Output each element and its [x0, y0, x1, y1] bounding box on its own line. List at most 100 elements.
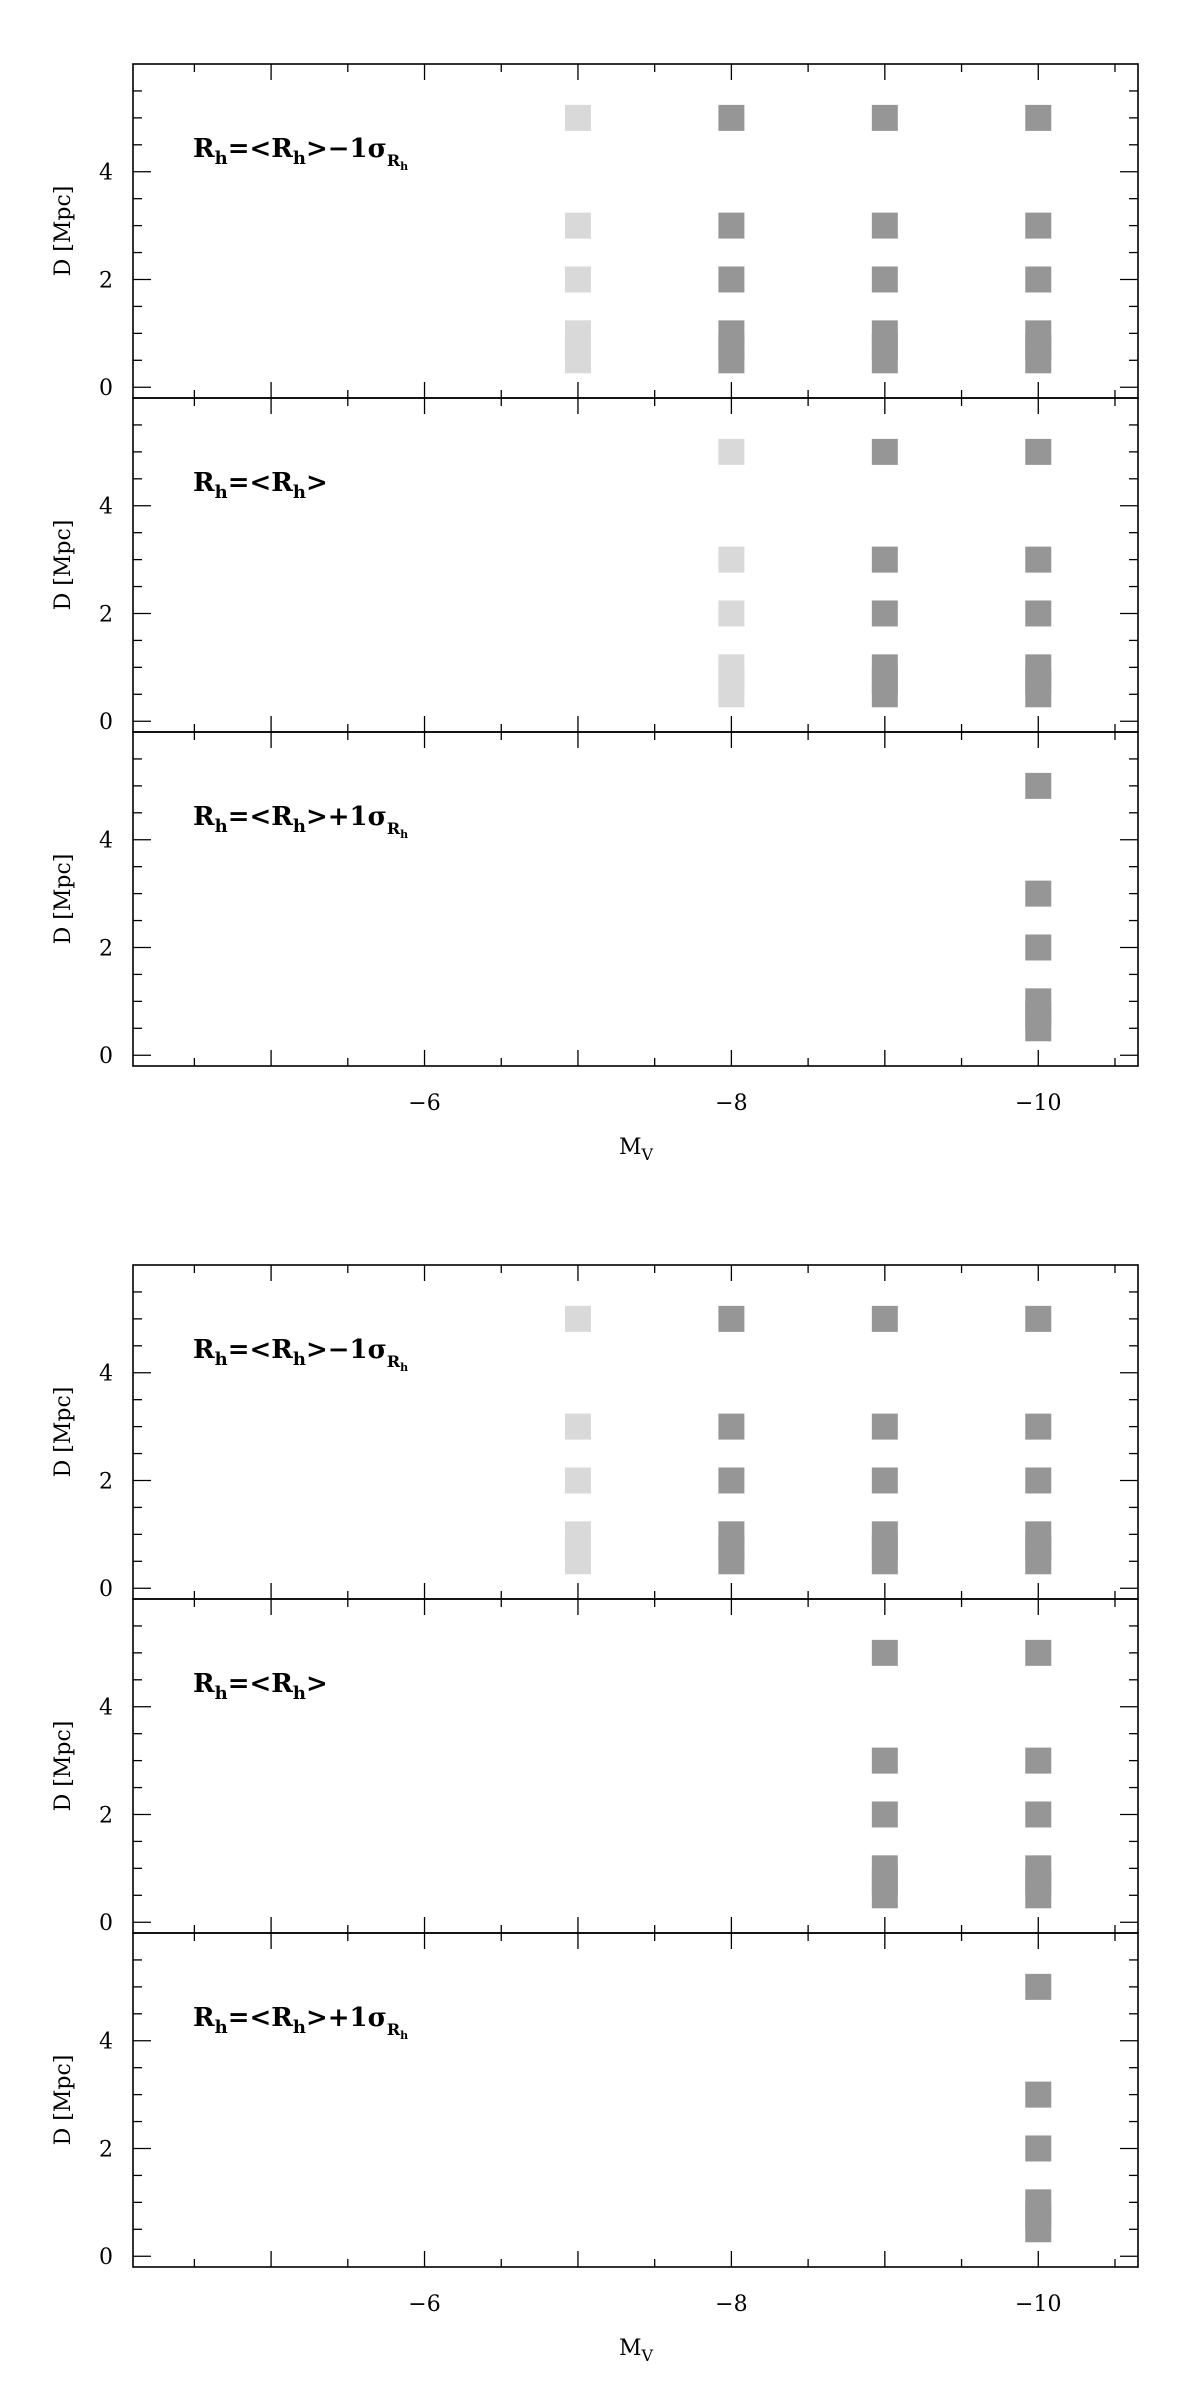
series-dark: [1025, 1973, 1052, 2243]
data-point: [564, 347, 591, 374]
data-point: [718, 1467, 745, 1494]
panel-label-base: R: [193, 802, 215, 832]
panel-label: Rh=<Rh>+1σRh: [193, 802, 408, 841]
panel-label-sigma-subsub: h: [400, 160, 408, 173]
data-point: [718, 347, 745, 374]
panel-label-sub2: h: [293, 1349, 306, 1370]
panel-label-base2: R: [271, 802, 293, 832]
panel-label-sub: h: [215, 2017, 228, 2038]
data-point: [1025, 880, 1052, 907]
data-point: [1025, 1467, 1052, 1494]
panel-label-base2: R: [271, 2003, 293, 2033]
y-tick-label: 4: [99, 495, 113, 520]
panel-label: Rh=<Rh>−1σRh: [193, 134, 408, 173]
data-point: [564, 266, 591, 293]
data-point: [871, 104, 898, 131]
series-light: [564, 1305, 591, 1575]
panel-label-sub2: h: [293, 1683, 306, 1704]
panel-label-sub2: h: [293, 148, 306, 169]
data-point: [1025, 1882, 1052, 1909]
panel-label-sigma-sub: R: [387, 2020, 401, 2039]
panel-label-base2: R: [271, 468, 293, 498]
data-point: [1025, 681, 1052, 708]
panel-label-eq: =<: [228, 134, 272, 164]
panel-label-sigma-subsub: h: [400, 828, 408, 841]
panel-label: Rh=<Rh>−1σRh: [193, 1335, 408, 1374]
panel-label-base2: R: [271, 1335, 293, 1365]
data-point: [871, 1305, 898, 1332]
y-axis-label: D [Mpc]: [51, 854, 76, 945]
x-tick-label: −10: [1015, 1091, 1061, 1116]
data-point: [564, 1467, 591, 1494]
data-point: [1025, 1548, 1052, 1575]
panel-label-sigma-sub: R: [387, 151, 401, 170]
data-point: [718, 1413, 745, 1440]
panel-label-eq: =<: [228, 468, 272, 498]
data-point: [1025, 1413, 1052, 1440]
panel-label: Rh=<Rh>: [193, 468, 328, 503]
data-point: [1025, 546, 1052, 573]
data-point: [1025, 772, 1052, 799]
panel-label-sub: h: [215, 816, 228, 837]
data-point: [718, 438, 745, 465]
data-point: [718, 1305, 745, 1332]
data-point: [1025, 2216, 1052, 2243]
data-point: [1025, 347, 1052, 374]
series-dark: [718, 1305, 1052, 1575]
panel-frame: [132, 1598, 1139, 1934]
panel-label-base: R: [193, 1335, 215, 1365]
y-tick-label: 2: [99, 1803, 113, 1828]
data-point: [564, 104, 591, 131]
y-tick-label: 4: [99, 1696, 113, 1721]
series-dark: [718, 104, 1052, 374]
panel-label-sigma-sub: R: [387, 819, 401, 838]
data-point: [871, 1747, 898, 1774]
panel-label-base: R: [193, 134, 215, 164]
y-tick-label: 0: [99, 1911, 113, 1936]
data-point: [564, 1413, 591, 1440]
panel-label-eq: =<: [228, 802, 272, 832]
y-tick-label: 4: [99, 829, 113, 854]
panel-label-suffix: >+1σ: [306, 802, 387, 832]
data-point: [871, 1467, 898, 1494]
y-tick-label: 0: [99, 1577, 113, 1602]
data-point: [718, 546, 745, 573]
panel-frame: [132, 1932, 1139, 2268]
panel-frame: [132, 1264, 1139, 1600]
panel-label-suffix: >: [306, 1669, 328, 1699]
data-point: [1025, 1639, 1052, 1666]
data-point: [718, 1548, 745, 1575]
panel-label-sub: h: [215, 1683, 228, 1704]
panel-label-sigma-sub: R: [387, 1352, 401, 1371]
x-axis-label-sub: V: [640, 2346, 653, 2365]
panel-frame: [132, 731, 1139, 1067]
data-point: [871, 1413, 898, 1440]
panel-label-eq: =<: [228, 1335, 272, 1365]
y-axis-label: D [Mpc]: [51, 186, 76, 277]
panel-label-base: R: [193, 468, 215, 498]
data-point: [871, 1548, 898, 1575]
data-point: [871, 1801, 898, 1828]
panel-label-sub: h: [215, 1349, 228, 1370]
y-tick-label: 0: [99, 710, 113, 735]
data-point: [871, 546, 898, 573]
panel-label-sub: h: [215, 148, 228, 169]
data-point: [564, 212, 591, 239]
data-point: [1025, 600, 1052, 627]
x-axis-label-main: M: [619, 1135, 642, 1160]
panel-label-sub2: h: [293, 2017, 306, 2038]
data-point: [1025, 934, 1052, 961]
data-point: [1025, 2135, 1052, 2162]
data-point: [718, 266, 745, 293]
series-dark: [1025, 772, 1052, 1042]
y-tick-label: 4: [99, 1362, 113, 1387]
data-point: [871, 1639, 898, 1666]
y-axis-label: D [Mpc]: [51, 1387, 76, 1478]
